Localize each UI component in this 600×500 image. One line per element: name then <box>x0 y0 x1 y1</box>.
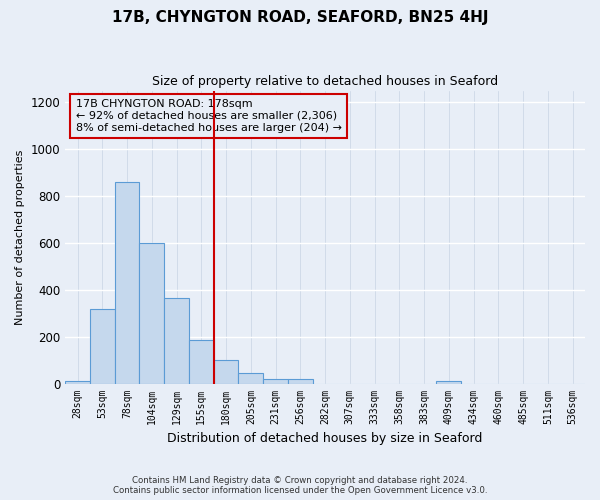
Bar <box>90 308 115 384</box>
Text: 17B, CHYNGTON ROAD, SEAFORD, BN25 4HJ: 17B, CHYNGTON ROAD, SEAFORD, BN25 4HJ <box>112 10 488 25</box>
Bar <box>238 372 263 384</box>
Bar <box>436 381 461 384</box>
Bar <box>65 381 90 384</box>
Bar <box>139 243 164 384</box>
Bar <box>288 380 313 384</box>
Text: Contains HM Land Registry data © Crown copyright and database right 2024.
Contai: Contains HM Land Registry data © Crown c… <box>113 476 487 495</box>
Text: 17B CHYNGTON ROAD: 178sqm
← 92% of detached houses are smaller (2,306)
8% of sem: 17B CHYNGTON ROAD: 178sqm ← 92% of detac… <box>76 100 341 132</box>
Bar <box>115 182 139 384</box>
Title: Size of property relative to detached houses in Seaford: Size of property relative to detached ho… <box>152 75 498 88</box>
Bar <box>189 340 214 384</box>
Bar <box>164 298 189 384</box>
Bar <box>263 379 288 384</box>
Bar <box>214 360 238 384</box>
X-axis label: Distribution of detached houses by size in Seaford: Distribution of detached houses by size … <box>167 432 483 445</box>
Y-axis label: Number of detached properties: Number of detached properties <box>15 150 25 324</box>
